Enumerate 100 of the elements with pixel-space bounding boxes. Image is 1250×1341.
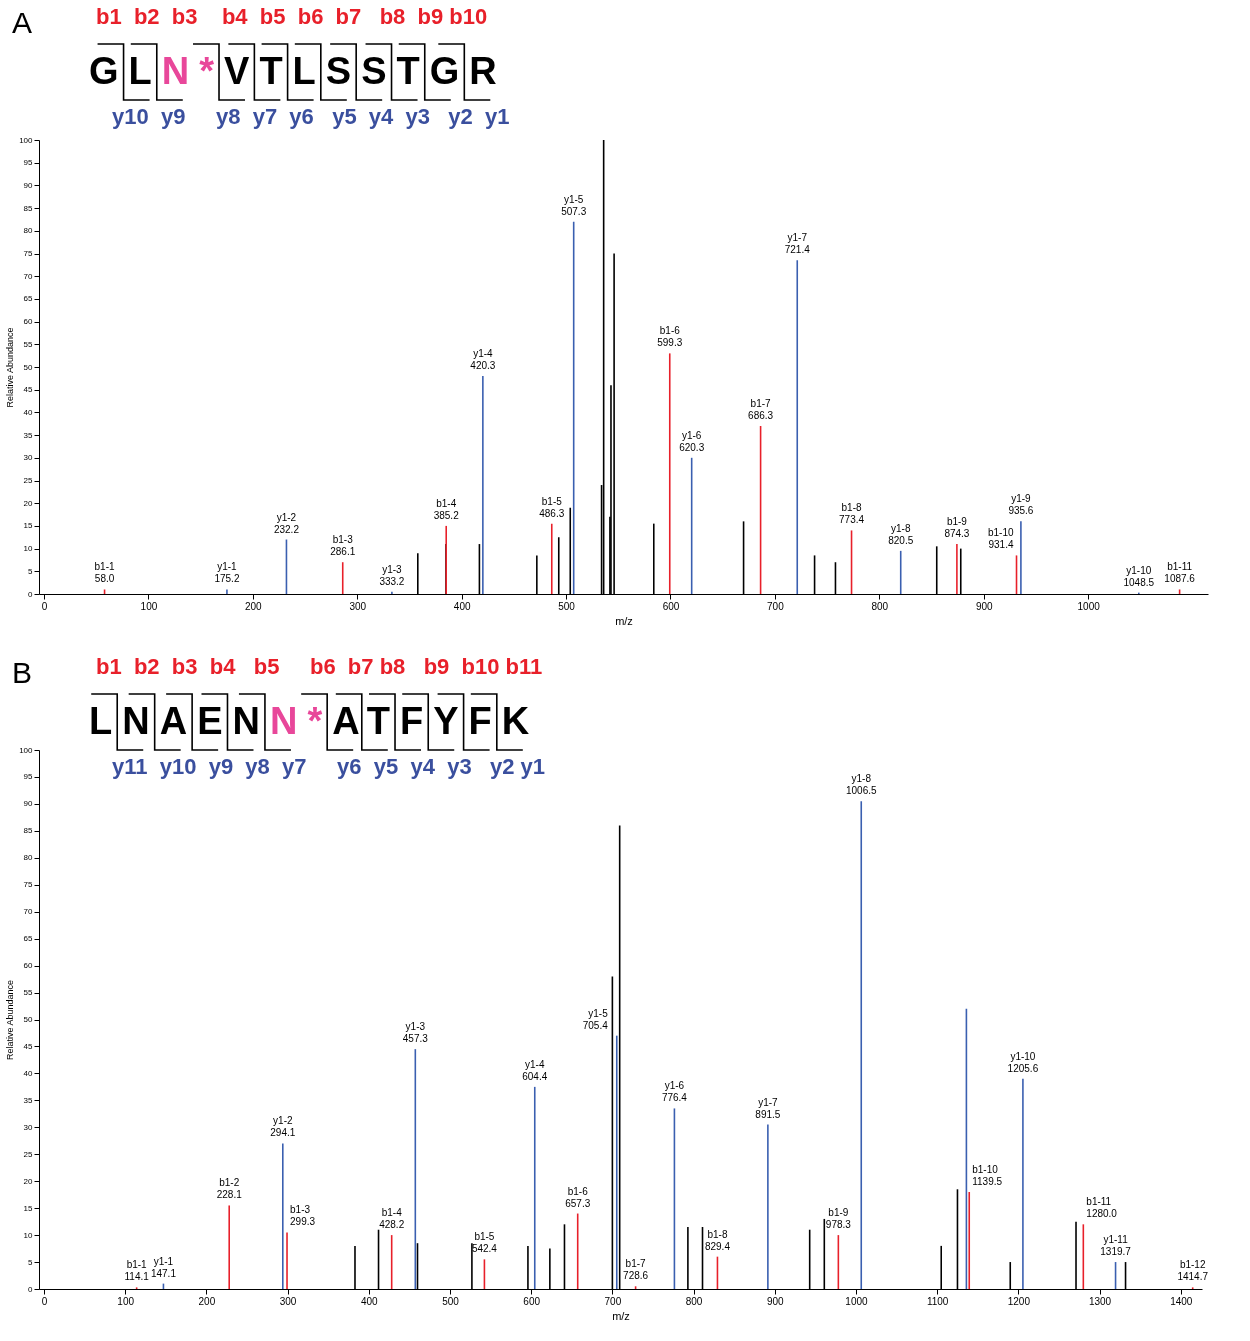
x-tick-label: 600 (662, 600, 680, 612)
x-tick-label: 200 (198, 1295, 216, 1307)
y-tick-label: 70 (23, 271, 34, 281)
x-tick-label: 500 (442, 1295, 460, 1307)
annotation: b1-7 686.3 (748, 398, 774, 422)
annotation: b1-6 599.3 (657, 325, 683, 349)
y-tick-label: 95 (23, 158, 34, 168)
annotation: y1-4 604.4 (522, 1058, 548, 1082)
y-tick-label: 30 (23, 453, 34, 463)
y-tick-label: 70 (23, 907, 34, 917)
x-tick-label: 900 (766, 1295, 785, 1307)
y-tick-label: 100 (19, 135, 34, 145)
y-tick-label: 85 (23, 203, 34, 213)
annotation: y1-10 1048.5 (1123, 564, 1155, 588)
x-tick-label: 300 (279, 1295, 297, 1307)
x-tick-label: 100 (140, 600, 158, 612)
y-tick-label: 75 (23, 249, 34, 258)
annotation: b1-10 1139.5 (972, 1163, 1003, 1187)
y-tick-label: 75 (23, 880, 34, 890)
y-tick-label: 50 (23, 1015, 34, 1024)
annotation: b1-4 385.2 (433, 497, 460, 521)
x-tick-label: 500 (558, 600, 576, 612)
text: y10 y9 y8 y7 y6 y5 y4 y3 y2 y1 (112, 104, 510, 130)
annotation: b1-9 978.3 (825, 1207, 852, 1231)
y-tick-label: 15 (23, 1203, 34, 1213)
y-tick-label: 30 (23, 1122, 34, 1132)
y-tick-label: 80 (23, 853, 34, 863)
y-tick-label: 55 (23, 988, 34, 998)
annotation: b1-4 428.2 (379, 1207, 405, 1231)
text: b1 b2 b3 b4 b5 b6 b7 b8 b9 b10 (96, 4, 488, 30)
annotation: y1-5 705.4 (582, 1007, 609, 1031)
annotation: b1-12 1414.7 (1177, 1259, 1209, 1283)
y-tick-label: 10 (23, 1230, 34, 1240)
annotation: b1-8 773.4 (839, 502, 865, 526)
annotation: y1-8 820.5 (888, 522, 914, 546)
y-tick-label: 45 (23, 385, 34, 395)
annotation: y1-10 1205.6 (1007, 1050, 1039, 1074)
annotation: b1-5 486.3 (539, 495, 565, 519)
x-tick-label: 400 (360, 1295, 379, 1307)
y-tick-label: 25 (23, 476, 34, 485)
annotation: y1-5 507.3 (561, 193, 587, 217)
y-tick-label: 20 (23, 1176, 34, 1186)
annotation: b1-6 657.3 (565, 1185, 591, 1209)
y-tick-label: 60 (23, 317, 34, 327)
annotation: b1-3 299.3 (290, 1204, 316, 1228)
x-tick-label: 0 (41, 600, 48, 612)
y-tick-label: 5 (28, 1257, 34, 1267)
y-tick-label: 20 (23, 498, 34, 508)
y-tick-label: 40 (23, 407, 34, 417)
annotation: y1-3 333.2 (379, 563, 405, 587)
x-axis-title: m/z (615, 614, 633, 627)
y-axis-title: Relative Abundance (5, 979, 16, 1061)
y-tick-label: 25 (23, 1149, 34, 1159)
y-tick-label: 15 (23, 521, 34, 531)
y-tick-label: 90 (23, 799, 34, 809)
annotation: b1-2 228.1 (216, 1177, 243, 1201)
x-tick-label: 900 (975, 600, 994, 612)
x-tick-label: 600 (523, 1295, 541, 1307)
x-tick-label: 0 (41, 1295, 48, 1307)
y-tick-label: 65 (23, 294, 34, 304)
text: A (12, 6, 33, 40)
y-tick-label: 85 (23, 826, 34, 836)
annotation: y1-11 1319.7 (1100, 1234, 1132, 1258)
y-tick-label: 40 (23, 1068, 34, 1078)
x-tick-label: 1300 (1088, 1295, 1112, 1307)
annotation: y1-6 620.3 (679, 429, 705, 453)
annotation: y1-7 891.5 (755, 1096, 781, 1120)
y-tick-label: 10 (23, 544, 34, 554)
annotation: b1-11 1280.0 (1086, 1196, 1118, 1220)
annotation: y11 y10 y9 y8 y7 y6 y5 y4 y3 y2 y1 (112, 754, 546, 780)
y-tick-label: 95 (23, 772, 34, 782)
annotation: y1-8 1006.5 (845, 773, 877, 797)
y-tick-label: 90 (23, 180, 34, 190)
y-tick-label: 35 (23, 430, 34, 440)
x-tick-label: 700 (767, 600, 785, 612)
x-tick-label: 100 (117, 1295, 135, 1307)
annotation: y1-6 776.4 (661, 1080, 688, 1104)
annotation: y1-2 294.1 (270, 1115, 296, 1139)
x-tick-label: 1400 (1170, 1295, 1193, 1307)
y-tick-label: 50 (23, 362, 34, 372)
annotation: y1-4 420.3 (470, 348, 496, 372)
annotation: b1-10 931.4 (987, 527, 1014, 551)
x-tick-label: 200 (244, 600, 263, 612)
annotation: y1-9 935.6 (1008, 493, 1034, 517)
y-tick-label: 45 (23, 1041, 34, 1051)
annotation: b1-1 114.1 (124, 1259, 150, 1283)
x-axis-title: m/z (612, 1309, 630, 1322)
x-tick-label: 800 (685, 1295, 703, 1307)
text: B (12, 656, 33, 690)
y-tick-label: 0 (28, 1284, 34, 1294)
y-tick-label: 80 (23, 226, 34, 236)
annotation: y1-2 232.2 (273, 511, 300, 535)
x-tick-label: 300 (349, 600, 367, 612)
x-tick-label: 1000 (845, 1295, 869, 1307)
annotation: b1-7 728.6 (623, 1258, 649, 1282)
y-tick-label: 65 (23, 934, 34, 944)
annotation: b1-9 874.3 (944, 516, 970, 540)
y-tick-label: 100 (19, 745, 34, 755)
x-tick-label: 800 (871, 600, 889, 612)
annotation: y1-1 175.2 (214, 561, 240, 585)
